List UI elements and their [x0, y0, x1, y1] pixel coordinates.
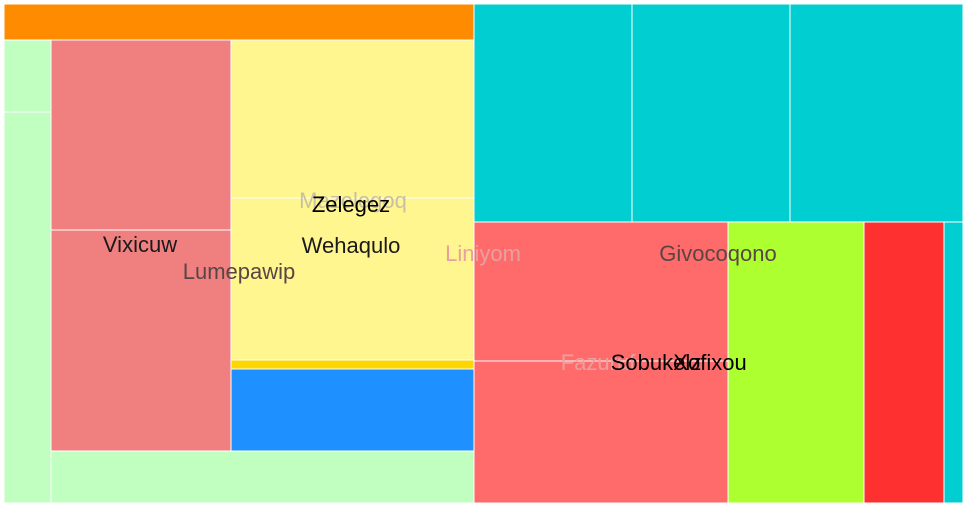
treemap-cell-2	[3, 39, 52, 113]
treemap-label-fazuruf: Fazuruf	[561, 350, 636, 375]
treemap-cell-14	[473, 221, 729, 362]
treemap-cell-11	[473, 3, 633, 223]
treemap-cell-1	[3, 3, 475, 41]
treemap-cell-10	[50, 450, 475, 504]
treemap-cell-12	[631, 3, 791, 223]
treemap-label-sobukelz: Sobukelz	[611, 350, 702, 375]
treemap-cell-18	[943, 221, 964, 504]
treemap-cell-16	[727, 221, 865, 504]
treemap-label-zelegez: Zelegez	[312, 192, 390, 217]
treemap-label-wehaqulo: Wehaqulo	[302, 233, 401, 258]
treemap-label-mazelegoq: Mazelegoq	[299, 188, 407, 213]
treemap-cell-8	[230, 359, 475, 370]
treemap-cell-7	[230, 197, 475, 361]
treemap-label-liniyom: Liniyom	[445, 241, 521, 266]
treemap-label-vixicuw: Vixicuw	[103, 232, 177, 257]
treemap-label-lumepawip: Lumepawip	[183, 259, 296, 284]
treemap-cell-9	[230, 368, 475, 452]
treemap-cell-15	[473, 360, 729, 504]
treemap-cell-3	[3, 111, 52, 504]
treemap-cell-17	[863, 221, 945, 504]
treemap-cell-6	[230, 39, 475, 199]
treemap-cell-5	[50, 229, 233, 452]
treemap-label-givocoqono: Givocoqono	[659, 241, 776, 266]
treemap-label-xofixou: Xofixou	[673, 350, 746, 375]
treemap-cell-4	[50, 39, 233, 231]
treemap-cell-13	[789, 3, 964, 223]
